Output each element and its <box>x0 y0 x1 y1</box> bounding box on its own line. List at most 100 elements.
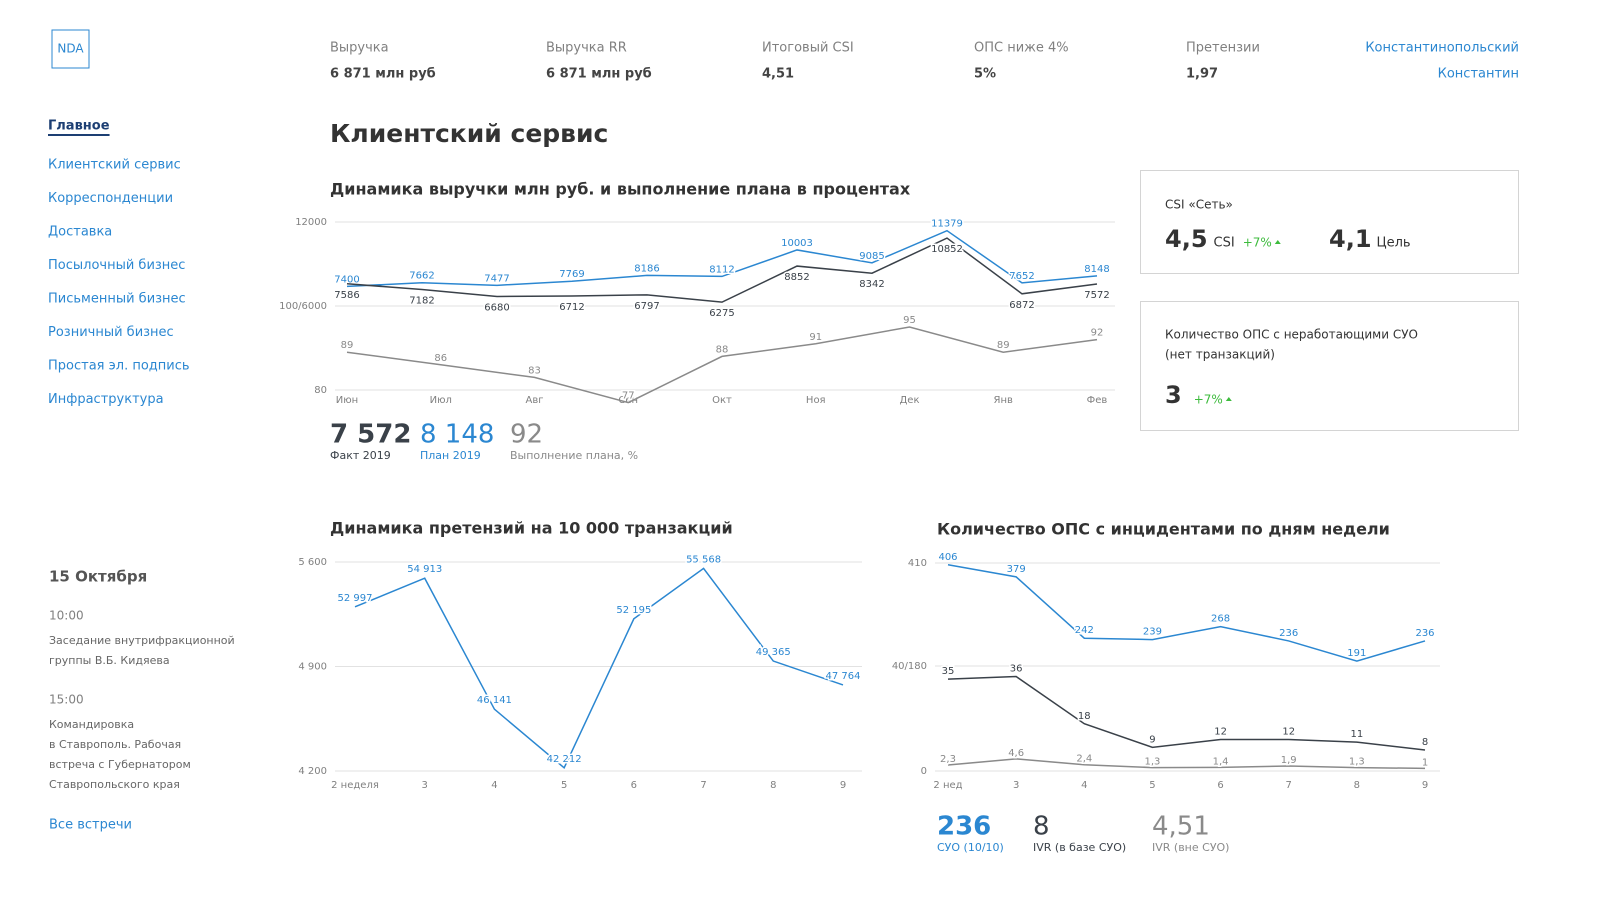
data-label: 4,6 <box>1008 748 1024 759</box>
metric-value: 1,97 <box>1186 67 1218 82</box>
series-line <box>346 237 1098 303</box>
event-text: встреча с Губернатором <box>49 758 191 771</box>
data-label: 89 <box>997 340 1010 351</box>
y-tick-label: 12000 <box>295 217 327 228</box>
data-label: 35 <box>942 666 955 677</box>
x-tick-label: 7 <box>1286 780 1292 791</box>
data-label: 10003 <box>781 238 813 249</box>
card-unit: CSI <box>1214 236 1235 251</box>
data-label: 191 <box>1347 648 1366 659</box>
stat-value: 7 572 <box>330 420 411 450</box>
x-tick-label: 6 <box>631 780 637 791</box>
card-frame <box>1140 301 1519 431</box>
event-text: Заседание внутрифракционной <box>49 634 235 647</box>
data-label: 7662 <box>409 271 434 282</box>
logo[interactable]: NDA <box>57 42 84 56</box>
x-tick-label: 4 <box>491 780 497 791</box>
all-meetings-link[interactable]: Все встречи <box>49 818 132 833</box>
x-tick-label: Июн <box>336 395 358 406</box>
data-label: 49 365 <box>756 647 791 658</box>
series-line <box>947 675 1426 751</box>
x-tick-label: Сен <box>618 395 638 406</box>
event-text: в Ставрополь. Рабочая <box>49 738 181 751</box>
data-label: 91 <box>809 332 822 343</box>
stat-value: 92 <box>510 420 543 450</box>
y-tick-label: 80 <box>314 385 327 396</box>
data-label: 8 <box>1422 737 1428 748</box>
event-text: Командировка <box>49 718 134 731</box>
data-label: 54 913 <box>407 564 442 575</box>
data-label: 2,3 <box>940 754 956 765</box>
data-label: 52 195 <box>616 605 651 616</box>
y-tick-label: 40/180 <box>892 661 927 672</box>
series-line <box>354 567 844 770</box>
x-tick-label: Фев <box>1087 395 1108 406</box>
nav-item[interactable]: Розничный бизнес <box>48 325 174 340</box>
data-label: 8186 <box>634 263 659 274</box>
data-label: 11 <box>1350 729 1363 740</box>
x-tick-label: Июл <box>430 395 452 406</box>
nav-item[interactable]: Посылочный бизнес <box>48 258 185 273</box>
data-label: 1,9 <box>1281 755 1297 766</box>
metric-label: Выручка RR <box>546 41 627 56</box>
data-label: 7769 <box>559 269 584 280</box>
nav-item[interactable]: Инфраструктура <box>48 392 164 407</box>
stat-label: СУО (10/10) <box>937 841 1004 854</box>
x-tick-label: Ноя <box>806 395 826 406</box>
data-label: 8342 <box>859 279 884 290</box>
nav-item[interactable]: Простая эл. подпись <box>48 359 190 374</box>
data-label: 83 <box>528 365 541 376</box>
card-title: Количество ОПС с неработающими СУО <box>1165 328 1418 342</box>
series-line <box>947 564 1426 662</box>
x-tick-label: 8 <box>1354 780 1360 791</box>
data-label: 89 <box>341 340 354 351</box>
data-label: 7586 <box>334 290 359 301</box>
nav-item[interactable]: Корреспонденции <box>48 191 173 206</box>
series-line <box>346 326 1098 404</box>
x-tick-label: 4 <box>1081 780 1087 791</box>
card-goal-value: 4,1 <box>1329 225 1372 253</box>
stat-value: 8 <box>1033 812 1050 842</box>
data-label: 2,4 <box>1076 754 1092 765</box>
card-change: +7% <box>1194 393 1223 407</box>
card-value: 4,5 <box>1165 225 1208 253</box>
data-label: 6797 <box>634 301 659 312</box>
calendar-date: 15 Октября <box>49 568 147 586</box>
data-label: 52 997 <box>338 593 373 604</box>
x-tick-label: 3 <box>1013 780 1019 791</box>
y-tick-label: 5 600 <box>298 557 327 568</box>
data-label: 6872 <box>1009 300 1034 311</box>
metric-label: Итоговый CSI <box>762 41 854 56</box>
nav-item[interactable]: Клиентский сервис <box>48 158 181 173</box>
x-tick-label: Янв <box>994 395 1013 406</box>
data-label: 86 <box>434 353 447 364</box>
user-name[interactable]: Константин <box>1438 67 1519 82</box>
data-label: 88 <box>716 344 729 355</box>
data-label: 7572 <box>1084 290 1109 301</box>
data-label: 1 <box>1422 757 1428 768</box>
data-label: 236 <box>1279 628 1298 639</box>
stat-label: План 2019 <box>420 449 481 462</box>
data-label: 6680 <box>484 302 509 313</box>
nav-item[interactable]: Письменный бизнес <box>48 292 186 307</box>
y-tick-label: 4 900 <box>298 662 327 673</box>
data-label: 8852 <box>784 272 809 283</box>
event-time: 10:00 <box>49 609 84 623</box>
data-label: 8148 <box>1084 264 1109 275</box>
nav-item[interactable]: Доставка <box>48 225 112 240</box>
stat-label: IVR (вне СУО) <box>1152 841 1229 854</box>
stat-label: Выполнение плана, % <box>510 449 638 462</box>
data-label: 1,3 <box>1349 757 1365 768</box>
stat-label: IVR (в базе СУО) <box>1033 841 1126 854</box>
metric-label: Выручка <box>330 41 389 56</box>
x-tick-label: Авг <box>526 395 544 406</box>
user-name[interactable]: Константинопольский <box>1365 41 1519 56</box>
data-label: 7182 <box>409 295 434 306</box>
card-change: +7% <box>1243 236 1272 250</box>
data-label: 77 <box>622 391 635 402</box>
chart-title: Количество ОПС с инцидентами по дням нед… <box>937 520 1390 539</box>
data-label: 18 <box>1078 711 1091 722</box>
data-label: 406 <box>938 552 957 563</box>
chart-title: Динамика претензий на 10 000 транзакций <box>330 519 733 538</box>
nav-item[interactable]: Главное <box>48 119 110 134</box>
